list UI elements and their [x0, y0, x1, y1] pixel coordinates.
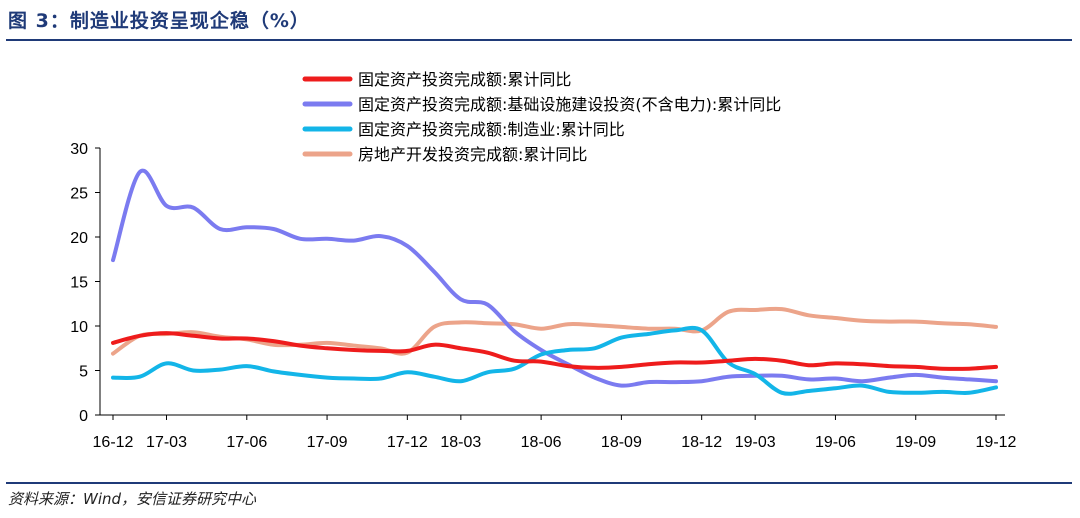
y-tick-label: 20 [70, 230, 88, 247]
x-tick-label: 19-09 [895, 434, 936, 451]
y-tick-label: 25 [70, 186, 88, 203]
x-tick-label: 18-03 [440, 434, 481, 451]
legend-label: 固定资产投资完成额:基础设施建设投资(不含电力):累计同比 [358, 95, 781, 114]
figure-title: 图 3：制造业投资呈现企稳（%） [8, 10, 310, 32]
x-tick-label: 18-06 [521, 434, 562, 451]
series-line-fai-total [111, 331, 998, 371]
line-chart: 0 5 10 15 20 25 30 16-12 17-03 17-06 17-09 17-12 18-… [70, 70, 1017, 451]
legend-item-infrastructure: 固定资产投资完成额:基础设施建设投资(不含电力):累计同比 [302, 95, 781, 114]
y-tick-label: 5 [79, 364, 88, 381]
title-divider [6, 39, 1072, 41]
x-tick-label: 17-09 [307, 434, 348, 451]
x-tick-label: 19-12 [976, 434, 1017, 451]
x-tick-label: 17-06 [226, 434, 267, 451]
y-tick-label: 15 [70, 275, 88, 292]
y-tick-label: 30 [70, 141, 88, 158]
source-note: 资料来源：Wind，安信证券研究中心 [8, 490, 257, 508]
x-tick-label: 18-12 [681, 434, 722, 451]
x-tick-label: 17-03 [146, 434, 187, 451]
x-tick-label: 18-09 [601, 434, 642, 451]
legend-item-real-estate: 房地产开发投资完成额:累计同比 [302, 145, 587, 164]
legend-label: 固定资产投资完成额:累计同比 [358, 70, 571, 89]
x-tick-label: 17-12 [387, 434, 428, 451]
x-tick-label: 19-06 [815, 434, 856, 451]
y-tick-label: 0 [79, 408, 88, 425]
x-tick-label: 16-12 [93, 434, 134, 451]
y-tick-label: 10 [70, 319, 88, 336]
series-line-infrastructure [111, 168, 998, 388]
legend-label: 固定资产投资完成额:制造业:累计同比 [358, 120, 625, 139]
legend-item-manufacturing: 固定资产投资完成额:制造业:累计同比 [302, 120, 625, 139]
legend-item-fai-total: 固定资产投资完成额:累计同比 [302, 70, 571, 89]
series-line-real-estate [111, 306, 998, 356]
x-tick-label: 19-03 [735, 434, 776, 451]
legend-label: 房地产开发投资完成额:累计同比 [358, 145, 587, 164]
footer-divider [6, 482, 1072, 484]
series-line-manufacturing [111, 325, 998, 396]
